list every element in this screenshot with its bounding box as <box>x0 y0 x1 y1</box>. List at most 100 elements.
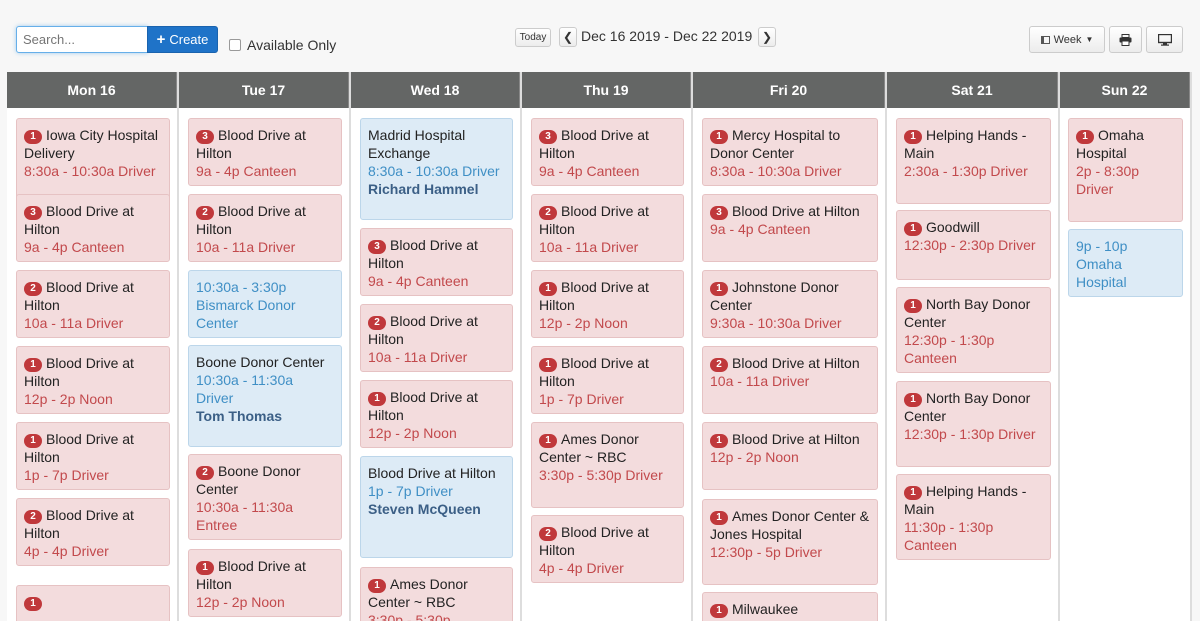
event-title: Helping Hands - Main <box>904 483 1027 517</box>
prev-week-button[interactable]: ❮ <box>559 27 577 47</box>
open-slots-badge: 1 <box>24 597 42 611</box>
search-input[interactable] <box>16 26 148 53</box>
event-title: Blood Drive at Hilton <box>539 279 649 313</box>
open-shift-card[interactable]: 1 Omaha Hospital 2p - 8:30p Driver <box>1068 118 1183 222</box>
event-time: 1p - 7p Driver <box>539 391 624 407</box>
open-shift-card[interactable]: 1 Milwaukee <box>702 592 878 621</box>
event-title: Blood Drive at Hilton <box>24 203 134 237</box>
open-shift-card[interactable]: 1 North Bay Donor Center 12:30p - 1:30p Dr… <box>896 381 1051 467</box>
open-slots-badge: 1 <box>904 393 922 407</box>
event-time: 8:30a - 10:30a Driver <box>368 163 500 179</box>
next-week-button[interactable]: ❯ <box>758 27 776 47</box>
open-shift-card[interactable]: 1 North Bay Donor Center 12:30p - 1:30p Ca… <box>896 287 1051 373</box>
day-column: Tue 17 3 Blood Drive at Hilton 9a - 4p Cant… <box>179 72 351 621</box>
event-title: Blood Drive at Hilton <box>24 431 134 465</box>
day-header: Thu 19 <box>522 72 691 108</box>
day-header: Mon 16 <box>7 72 177 108</box>
event-title: Blood Drive at Hilton <box>196 203 306 237</box>
event-time: 12p - 2p Noon <box>196 594 285 610</box>
open-shift-card[interactable]: 2 Blood Drive at Hilton 10a - 11a Driver <box>360 304 513 372</box>
open-shift-card[interactable]: 1 Blood Drive at Hilton 12p - 2p Noon <box>531 270 684 338</box>
print-button[interactable] <box>1109 26 1142 53</box>
open-shift-card[interactable]: 1 <box>16 585 170 621</box>
create-button[interactable]: + Create <box>147 26 218 53</box>
open-shift-card[interactable]: 3 Blood Drive at Hilton 9a - 4p Canteen <box>531 118 684 186</box>
open-shift-card[interactable]: 2 Blood Drive at Hilton 10a - 11a Driver <box>188 194 342 262</box>
open-shift-card[interactable]: 1 Johnstone Donor Center 9:30a - 10:30a Dr… <box>702 270 878 338</box>
event-time: 4p - 4p Driver <box>539 560 624 576</box>
event-time: 2:30a - 1:30p Driver <box>904 163 1028 179</box>
open-slots-badge: 2 <box>368 316 386 330</box>
event-title: Boone Donor Center <box>196 354 325 370</box>
date-range-title: Dec 16 2019 - Dec 22 2019 <box>581 28 753 44</box>
open-shift-card[interactable]: 1 Goodwill 12:30p - 2:30p Driver <box>896 210 1051 280</box>
event-time: 8:30a - 10:30a Driver <box>710 163 842 179</box>
event-title: Johnstone Donor Center <box>710 279 839 313</box>
assigned-shift-card[interactable]: Blood Drive at Hilton 1p - 7p Driver Steve… <box>360 456 513 558</box>
open-shift-card[interactable]: 1 Mercy Hospital to Donor Center 8:30a - 1… <box>702 118 878 186</box>
open-slots-badge: 2 <box>710 358 728 372</box>
open-shift-card[interactable]: 3 Blood Drive at Hilton 9a - 4p Canteen <box>360 228 513 296</box>
open-shift-card[interactable]: 2 Blood Drive at Hilton 4p - 4p Driver <box>16 498 170 566</box>
open-slots-badge: 1 <box>24 434 42 448</box>
open-slots-badge: 2 <box>196 466 214 480</box>
event-title: Blood Drive at Hilton <box>196 558 306 592</box>
open-shift-card[interactable]: 3 Blood Drive at Hilton 9a - 4p Canteen <box>16 194 170 262</box>
open-shift-card[interactable]: 1 Ames Donor Center ~ RBC 3:30p - 5:30p Dr… <box>531 422 684 508</box>
open-slots-badge: 1 <box>904 130 922 144</box>
assigned-shift-card[interactable]: 10:30a - 3:30p Bismarck Donor Center <box>188 270 342 338</box>
assigned-shift-card[interactable]: Boone Donor Center 10:30a - 11:30a Driver… <box>188 345 342 447</box>
day-header: Wed 18 <box>351 72 520 108</box>
open-slots-badge: 3 <box>539 130 557 144</box>
open-slots-badge: 1 <box>710 604 728 618</box>
open-slots-badge: 1 <box>539 434 557 448</box>
open-shift-card[interactable]: 1 Blood Drive at Hilton 12p - 2p Noon <box>188 549 342 617</box>
day-column: Mon 16 1 Iowa City Hospital Delivery 8:30a … <box>7 72 179 621</box>
event-time: 10:30a - 11:30a Driver <box>196 372 294 406</box>
create-label: Create <box>169 32 209 47</box>
view-label: Week <box>1053 33 1082 46</box>
open-shift-card[interactable]: 1 Ames Donor Center & Jones Hospital 12:30… <box>702 499 878 585</box>
event-title: Milwaukee <box>732 601 799 617</box>
event-time: 9a - 4p Canteen <box>196 163 297 179</box>
assigned-person[interactable]: Richard Hammel <box>368 181 479 197</box>
open-shift-card[interactable]: 1 Blood Drive at Hilton 12p - 2p Noon <box>360 380 513 448</box>
open-shift-card[interactable]: 3 Blood Drive at Hilton 9a - 4p Canteen <box>188 118 342 186</box>
open-shift-card[interactable]: 1 Blood Drive at Hilton 12p - 2p Noon <box>16 346 170 414</box>
event-time: 12:30p - 1:30p Driver <box>904 426 1036 442</box>
today-button[interactable]: Today <box>515 28 551 47</box>
event-time: 12p - 2p Noon <box>710 449 799 465</box>
event-time: 9a - 4p Canteen <box>710 221 811 237</box>
view-select-button[interactable]: Week ▼ <box>1029 26 1105 53</box>
open-slots-badge: 1 <box>368 392 386 406</box>
open-shift-card[interactable]: 2 Blood Drive at Hilton 10a - 11a Driver <box>531 194 684 262</box>
fullscreen-button[interactable] <box>1146 26 1183 53</box>
open-shift-card[interactable]: 1 Blood Drive at Hilton 12p - 2p Noon <box>702 422 878 490</box>
open-shift-card[interactable]: 1 Blood Drive at Hilton 1p - 7p Driver <box>531 346 684 414</box>
open-slots-badge: 3 <box>196 130 214 144</box>
event-time: 8:30a - 10:30a Driver <box>24 163 156 179</box>
checkbox-box[interactable] <box>229 39 241 51</box>
open-shift-card[interactable]: 2 Blood Drive at Hilton 4p - 4p Driver <box>531 515 684 583</box>
open-shift-card[interactable]: 1 Ames Donor Center ~ RBC 3:30p - 5:30p <box>360 567 513 621</box>
open-shift-card[interactable]: 2 Blood Drive at Hilton 10a - 11a Driver <box>702 346 878 414</box>
assigned-person[interactable]: Steven McQueen <box>368 501 481 517</box>
open-shift-card[interactable]: 1 Helping Hands - Main 11:30p - 1:30p Cant… <box>896 474 1051 560</box>
assigned-shift-card[interactable]: Madrid Hospital Exchange 8:30a - 10:30a D… <box>360 118 513 220</box>
assigned-person[interactable]: Tom Thomas <box>196 408 283 424</box>
assigned-shift-card[interactable]: 9p - 10p Omaha Hospital <box>1068 229 1183 297</box>
available-only-checkbox[interactable]: Available Only <box>229 37 336 53</box>
open-shift-card[interactable]: 1 Iowa City Hospital Delivery 8:30a - 10:3… <box>16 118 170 204</box>
event-time: 9:30a - 10:30a Driver <box>710 315 842 331</box>
open-shift-card[interactable]: 1 Helping Hands - Main 2:30a - 1:30p Drive… <box>896 118 1051 204</box>
event-title: Blood Drive at Hilton <box>732 355 860 371</box>
open-shift-card[interactable]: 2 Blood Drive at Hilton 10a - 11a Driver <box>16 270 170 338</box>
event-title: Iowa City Hospital Delivery <box>24 127 159 161</box>
open-shift-card[interactable]: 2 Boone Donor Center 10:30a - 11:30a Entre… <box>188 454 342 540</box>
event-title: Goodwill <box>926 219 980 235</box>
event-time: 9a - 4p Canteen <box>24 239 125 255</box>
open-shift-card[interactable]: 1 Blood Drive at Hilton 1p - 7p Driver <box>16 422 170 490</box>
open-shift-card[interactable]: 3 Blood Drive at Hilton 9a - 4p Canteen <box>702 194 878 262</box>
day-header: Sat 21 <box>887 72 1058 108</box>
event-title: Helping Hands - Main <box>904 127 1027 161</box>
